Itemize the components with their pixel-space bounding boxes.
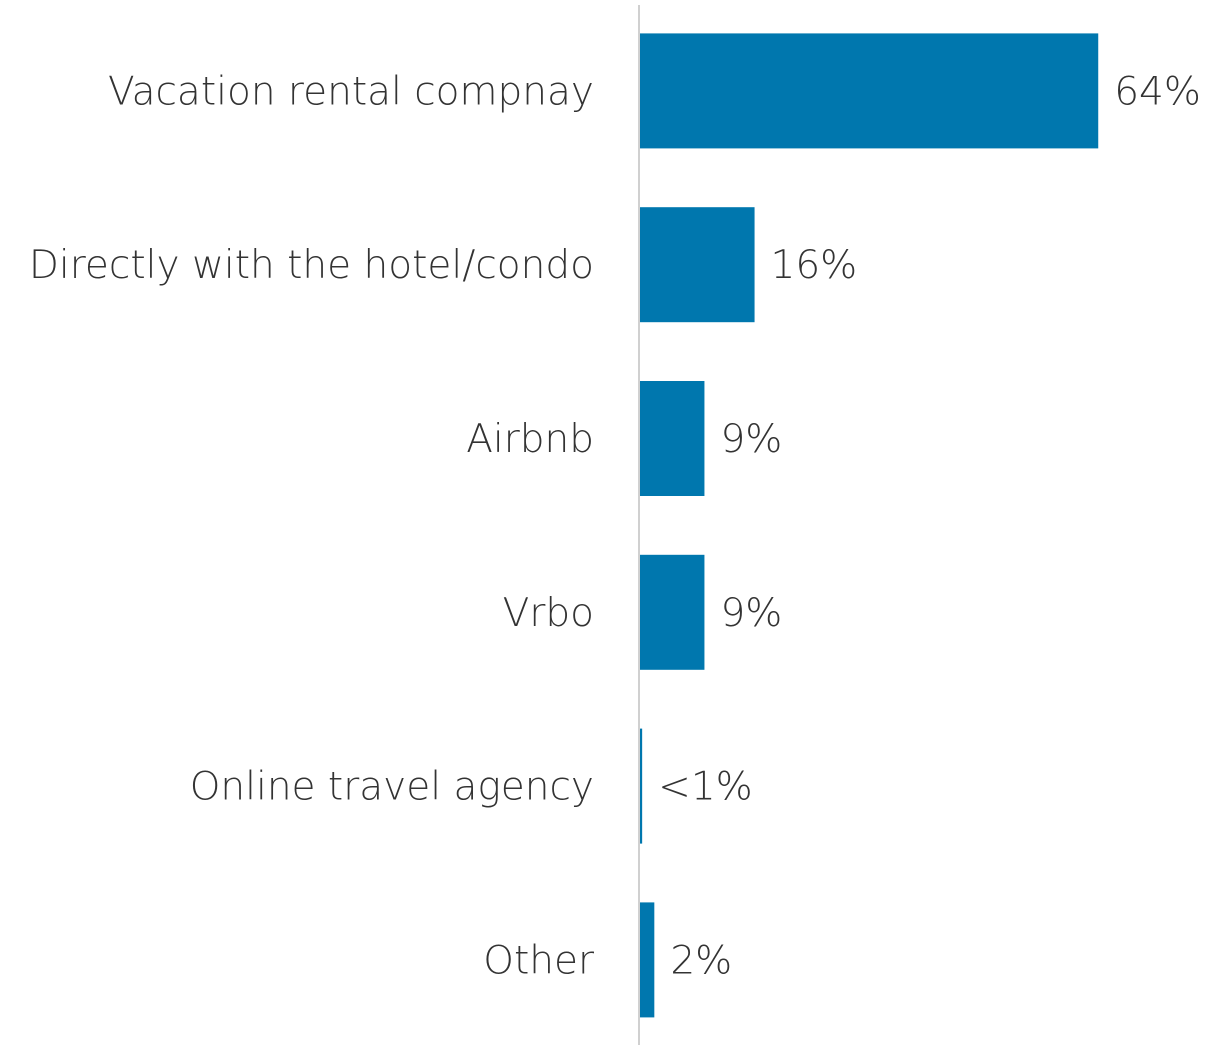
category-label: Online travel agency [190,765,594,810]
value-label: 16% [771,243,858,288]
value-label: <1% [658,765,753,810]
bar [640,902,655,1018]
value-label: 2% [670,938,732,983]
value-label: 64% [1114,69,1201,114]
bar [640,728,643,844]
bar [640,554,705,670]
category-label: Vrbo [503,591,594,636]
value-label: 9% [720,417,782,462]
bar [640,207,755,323]
category-label: Vacation rental compnay [108,69,594,114]
category-label: Airbnb [466,417,594,462]
value-label: 9% [720,591,782,636]
bar [640,33,1099,149]
bar [640,381,705,496]
category-label: Directly with the hotel/condo [29,243,594,288]
category-label: Other [483,938,594,983]
